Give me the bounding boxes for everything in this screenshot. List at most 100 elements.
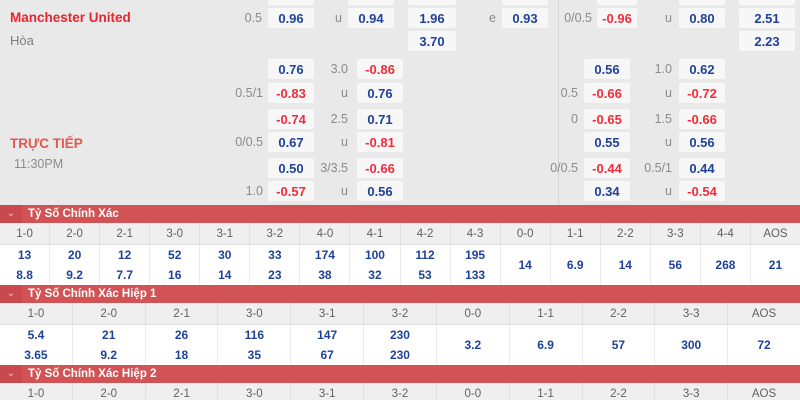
score-odds-cell[interactable]: 3.65	[0, 345, 72, 365]
odds-cell[interactable]: -0.54	[679, 181, 725, 201]
betting-odds-screen: Manchester United Hòa TRỰC TIẾP 11:30PM …	[0, 0, 800, 400]
score-odds-cell[interactable]: 18	[146, 345, 218, 365]
odds-cell[interactable]: 0.71	[357, 109, 403, 129]
score-odds-cell[interactable]: 133	[451, 265, 500, 285]
score-odds-cell[interactable]: 230	[364, 325, 436, 345]
handicap-label: u	[624, 132, 672, 152]
score-odds-cell[interactable]: 5.4	[0, 325, 72, 345]
score-odds-cell[interactable]: 195	[451, 245, 500, 265]
odds-cell[interactable]: -0.81	[357, 132, 403, 152]
handicap-label: u	[300, 132, 348, 152]
score-odds-cell[interactable]: 72	[728, 325, 800, 365]
odds-cell[interactable]: 0.93	[502, 8, 548, 28]
score-odds-cell[interactable]: 100	[350, 245, 399, 265]
handicap-label: u	[624, 181, 672, 201]
handicap-label: 2.5	[300, 109, 348, 129]
score-column-header: 4-1	[349, 223, 399, 244]
score-odds-cell[interactable]: 300	[655, 325, 727, 365]
score-column: 127.7	[99, 245, 149, 285]
score-column-header: 4-0	[299, 223, 349, 244]
live-badge: TRỰC TIẾP	[10, 136, 83, 151]
score-odds-cell[interactable]: 21	[73, 325, 145, 345]
score-column-header: AOS	[727, 383, 800, 400]
score-odds-cell[interactable]: 147	[291, 325, 363, 345]
score-odds-cell[interactable]: 230	[364, 345, 436, 365]
odds-cell[interactable]: 0.56	[357, 181, 403, 201]
odds-cell[interactable]: 2.23	[739, 31, 795, 51]
draw-label: Hòa	[10, 31, 34, 51]
clipped-odds-cell	[679, 0, 725, 5]
score-odds-cell[interactable]: 21	[751, 245, 800, 285]
score-odds-cell[interactable]: 9.2	[73, 345, 145, 365]
score-odds-cell[interactable]: 6.9	[510, 325, 582, 365]
score-odds-cell[interactable]: 67	[291, 345, 363, 365]
section-header[interactable]: ⌄Tỷ Số Chính Xác Hiệp 2	[0, 365, 800, 383]
section-title: Tỷ Số Chính Xác Hiệp 2	[22, 368, 156, 380]
odds-cell[interactable]: -0.96	[597, 8, 637, 28]
score-odds-cell[interactable]: 32	[350, 265, 399, 285]
score-odds-cell[interactable]: 35	[218, 345, 290, 365]
odds-panel: Manchester United Hòa TRỰC TIẾP 11:30PM …	[0, 0, 800, 205]
score-odds-cell[interactable]: 268	[701, 245, 750, 285]
score-odds-cell[interactable]: 14	[200, 265, 249, 285]
clipped-odds-cell	[268, 0, 314, 5]
score-odds-cell[interactable]: 23	[250, 265, 299, 285]
odds-cell[interactable]: -0.72	[679, 83, 725, 103]
odds-cell[interactable]: 0.76	[357, 83, 403, 103]
odds-cell[interactable]: -0.66	[679, 109, 725, 129]
score-column-header: 3-1	[290, 383, 363, 400]
score-column-header: 3-1	[290, 303, 363, 324]
score-odds-cell[interactable]: 6.9	[551, 245, 600, 285]
odds-cell[interactable]: 0.96	[268, 8, 314, 28]
score-column: 3014	[199, 245, 249, 285]
score-odds-cell[interactable]: 30	[200, 245, 249, 265]
score-odds-cell[interactable]: 13	[0, 245, 49, 265]
score-odds-cell[interactable]: 33	[250, 245, 299, 265]
odds-cell[interactable]: 0.56	[679, 132, 725, 152]
section-header[interactable]: ⌄Tỷ Số Chính Xác Hiệp 1	[0, 285, 800, 303]
score-odds-cell[interactable]: 14	[601, 245, 650, 285]
odds-cell[interactable]: 2.51	[739, 8, 795, 28]
chevron-down-icon[interactable]: ⌄	[0, 365, 22, 383]
score-column-header: AOS	[750, 223, 800, 244]
score-odds-cell[interactable]: 53	[401, 265, 450, 285]
score-odds-cell[interactable]: 7.7	[100, 265, 149, 285]
score-odds-cell[interactable]: 56	[651, 245, 700, 285]
odds-cell[interactable]: 0.62	[679, 59, 725, 79]
odds-cell[interactable]: 3.70	[408, 31, 456, 51]
score-odds-cell[interactable]: 38	[300, 265, 349, 285]
score-column: 3.2	[436, 325, 509, 365]
score-odds-cell[interactable]: 26	[146, 325, 218, 345]
score-column: 11635	[217, 325, 290, 365]
odds-cell[interactable]: 0.80	[679, 8, 725, 28]
score-column: 268	[700, 245, 750, 285]
odds-cell[interactable]: 0.94	[348, 8, 394, 28]
odds-cell[interactable]: 0.44	[679, 158, 725, 178]
score-column: 14	[600, 245, 650, 285]
score-column-header: 3-0	[217, 303, 290, 324]
score-odds-cell[interactable]: 9.2	[50, 265, 99, 285]
odds-cell[interactable]: 1.96	[408, 8, 456, 28]
chevron-down-icon[interactable]: ⌄	[0, 285, 22, 303]
chevron-down-icon[interactable]: ⌄	[0, 205, 22, 223]
score-odds-cell[interactable]: 57	[583, 325, 655, 365]
score-odds-cell[interactable]: 20	[50, 245, 99, 265]
score-odds-cell[interactable]: 112	[401, 245, 450, 265]
score-odds-cell[interactable]: 52	[150, 245, 199, 265]
odds-cell[interactable]: -0.86	[357, 59, 403, 79]
score-odds-cell[interactable]: 16	[150, 265, 199, 285]
odds-cell[interactable]: -0.66	[357, 158, 403, 178]
score-odds-cell[interactable]: 14	[501, 245, 550, 285]
score-odds-cell[interactable]: 174	[300, 245, 349, 265]
section-title: Tỷ Số Chính Xác	[22, 208, 119, 220]
handicap-label: 0.5/1	[624, 158, 672, 178]
section-header[interactable]: ⌄Tỷ Số Chính Xác	[0, 205, 800, 223]
score-odds-cell[interactable]: 116	[218, 325, 290, 345]
score-column-header: 2-0	[72, 383, 145, 400]
score-column-header: 4-4	[700, 223, 750, 244]
score-odds-cell[interactable]: 3.2	[437, 325, 509, 365]
score-column: 57	[582, 325, 655, 365]
score-odds-cell[interactable]: 12	[100, 245, 149, 265]
score-column-header: 2-2	[600, 223, 650, 244]
score-odds-cell[interactable]: 8.8	[0, 265, 49, 285]
